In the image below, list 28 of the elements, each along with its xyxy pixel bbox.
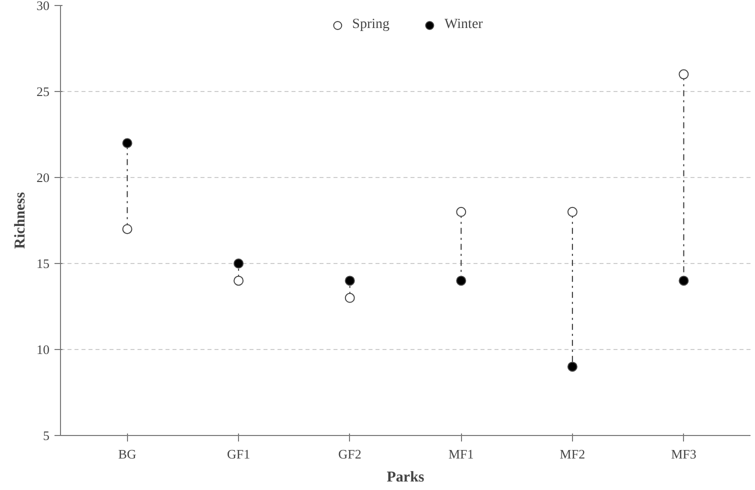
x-tick-label: MF3 xyxy=(671,446,696,462)
point xyxy=(122,224,132,234)
x-tick-label: MF1 xyxy=(448,446,474,462)
point xyxy=(122,138,132,148)
point xyxy=(567,362,578,372)
legend-label: Winter xyxy=(444,17,483,33)
y-tick-label: 25 xyxy=(36,84,50,99)
x-tick-label: GF2 xyxy=(338,446,362,462)
point xyxy=(456,276,466,286)
point xyxy=(456,206,466,217)
x-axis-title: Parks xyxy=(386,470,424,486)
x-tick-label: MF2 xyxy=(560,446,586,462)
point xyxy=(344,292,355,303)
y-tick-label: 10 xyxy=(36,342,50,357)
x-tick-label: BG xyxy=(118,446,136,462)
legend-label: Spring xyxy=(352,17,390,33)
y-tick-label: 5 xyxy=(43,428,50,443)
point xyxy=(567,206,578,217)
x-tick-label: GF1 xyxy=(227,446,250,462)
y-tick-label: 15 xyxy=(36,256,50,271)
point xyxy=(678,69,689,80)
y-axis-title: Richness xyxy=(12,192,28,249)
point xyxy=(344,276,355,286)
point xyxy=(234,276,244,286)
point xyxy=(678,276,689,286)
y-tick-label: 30 xyxy=(36,0,50,13)
point xyxy=(234,258,244,268)
y-tick-label: 20 xyxy=(36,170,50,185)
